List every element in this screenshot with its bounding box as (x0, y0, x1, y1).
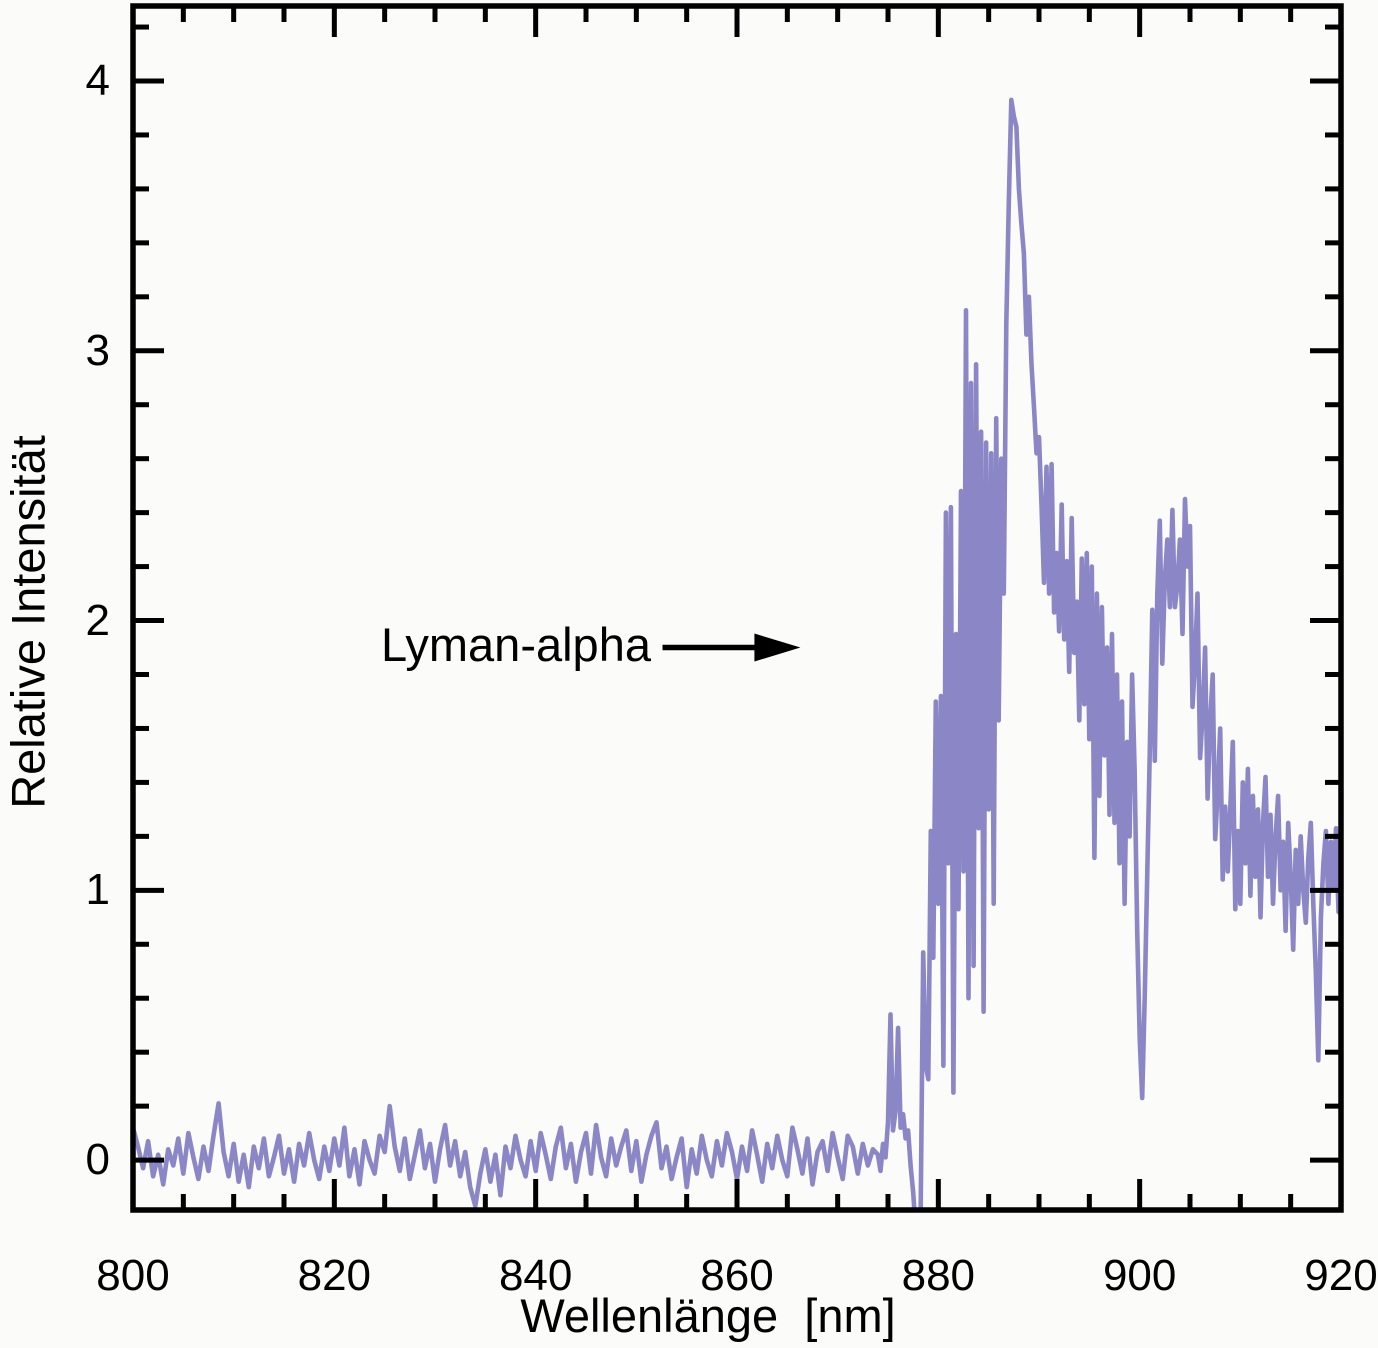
x-tick-label: 880 (901, 1251, 976, 1300)
y-tick-label: 1 (85, 865, 110, 915)
x-tick-label: 920 (1304, 1251, 1378, 1300)
y-tick-label: 4 (85, 55, 110, 105)
x-axis-title: Wellenlänge [nm] (520, 1289, 896, 1342)
spectrum-line (133, 97, 1341, 1210)
lyman-alpha-annotation: Lyman-alpha (381, 618, 651, 671)
y-tick-label: 3 (85, 325, 110, 375)
x-tick-label: 860 (700, 1251, 774, 1300)
x-tick-label: 820 (297, 1251, 372, 1300)
y-tick-label: 2 (85, 595, 110, 645)
y-tick-label: 0 (85, 1134, 110, 1184)
arrow-head-icon (754, 633, 801, 662)
x-tick-label: 840 (498, 1251, 573, 1300)
y-axis-title: Relative Intensität (1, 435, 55, 809)
x-tick-label: 800 (96, 1251, 170, 1300)
x-tick-label: 900 (1102, 1251, 1177, 1300)
